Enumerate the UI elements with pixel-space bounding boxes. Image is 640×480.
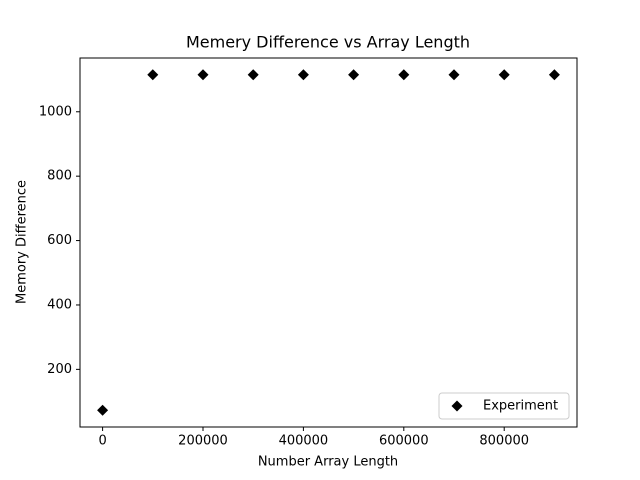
point xyxy=(348,69,360,81)
x-tick-label: 400000 xyxy=(279,434,329,449)
chart-title: Memery Difference vs Array Length xyxy=(186,33,470,52)
point xyxy=(448,69,460,81)
point xyxy=(548,69,560,81)
y-tick-label: 1000 xyxy=(39,104,72,119)
x-tick-label: 800000 xyxy=(479,434,529,449)
legend-label: Experiment xyxy=(483,399,558,414)
point xyxy=(297,69,309,81)
point xyxy=(147,69,159,81)
legend-marker xyxy=(451,400,463,412)
x-tick-label: 200000 xyxy=(178,434,228,449)
y-tick-label: 800 xyxy=(47,169,72,184)
point xyxy=(197,69,209,81)
x-tick-label: 0 xyxy=(98,434,106,449)
y-tick-label: 200 xyxy=(47,362,72,377)
x-axis-label: Number Array Length xyxy=(258,455,398,470)
plot-frame xyxy=(79,57,578,428)
point xyxy=(97,404,109,416)
point xyxy=(498,69,510,81)
x-tick-label: 600000 xyxy=(379,434,429,449)
y-tick-label: 600 xyxy=(47,233,72,248)
legend-box xyxy=(438,392,570,420)
point xyxy=(247,69,259,81)
point xyxy=(398,69,410,81)
y-tick-label: 400 xyxy=(47,297,72,312)
y-axis-label: Memory Difference xyxy=(15,180,30,304)
